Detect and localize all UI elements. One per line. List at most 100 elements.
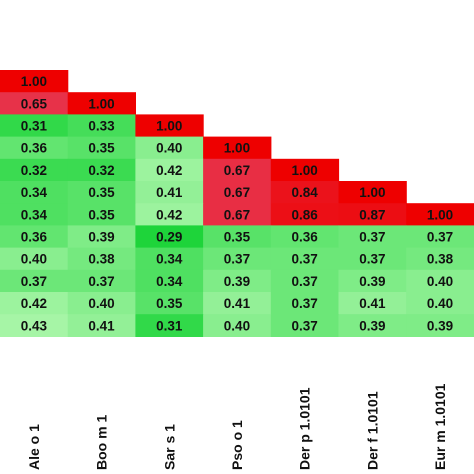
heatmap-cell-value: 0.40 [427, 274, 453, 289]
heatmap-cell-value: 0.37 [292, 274, 318, 289]
heatmap-cell-value: 0.39 [88, 230, 114, 245]
heatmap-cell [270, 247, 340, 271]
heatmap-cell-value: 0.34 [156, 274, 183, 289]
heatmap-cell-value: 0.40 [21, 252, 47, 267]
heatmap-cell [406, 292, 474, 315]
heatmap-cell [67, 203, 136, 226]
heatmap-cell-value: 0.37 [224, 252, 250, 267]
heatmap-cell [338, 314, 407, 337]
heatmap-cell-value: 0.39 [359, 318, 385, 333]
heatmap-cell [0, 158, 69, 182]
heatmap-cell-value: 0.38 [427, 252, 454, 267]
heatmap-cell [270, 181, 340, 204]
heatmap-cell [0, 70, 69, 93]
heatmap-cell [67, 292, 136, 315]
heatmap-cell [406, 225, 474, 249]
heatmap-cell [67, 225, 136, 249]
heatmap-cell-value: 0.34 [156, 252, 183, 267]
heatmap-cell-value: 0.35 [156, 296, 183, 311]
heatmap-values: 1.00 0.65 1.00 0.31 0.33 1.00 0.36 0.35 0.40 1.00… [21, 74, 454, 333]
heatmap-cell-value: 0.31 [21, 119, 48, 134]
heatmap-cell-value: 0.87 [359, 207, 385, 222]
heatmap-cell-value: 0.37 [292, 296, 318, 311]
heatmap-cell-value: 0.37 [292, 252, 318, 267]
heatmap-cell-value: 0.32 [21, 163, 47, 178]
heatmap-cell-value: 1.00 [359, 185, 385, 200]
heatmap-cell-value: 1.00 [292, 163, 318, 178]
heatmap-cell-value: 0.40 [88, 296, 114, 311]
heatmap-cell [203, 292, 272, 315]
heatmap-cell-value: 0.42 [156, 207, 182, 222]
column-label: Der f 1.0101 [364, 391, 380, 470]
heatmap-cell-value: 0.35 [88, 207, 115, 222]
heatmap-cell [135, 269, 204, 293]
column-label: Pso o 1 [229, 420, 245, 470]
heatmap-cell [203, 247, 272, 271]
heatmap-cell [0, 292, 69, 315]
heatmap-cell [135, 292, 204, 315]
heatmap-cell [406, 269, 474, 293]
heatmap-cell-value: 0.39 [359, 274, 385, 289]
heatmap-cell [338, 269, 407, 293]
heatmap-cell-value: 0.40 [427, 296, 453, 311]
heatmap-cell-value: 0.43 [21, 318, 48, 333]
heatmap-cell-value: 0.37 [292, 318, 318, 333]
heatmap-cell-value: 0.35 [88, 141, 115, 156]
heatmap-cell [0, 92, 69, 115]
heatmap-cell-value: 1.00 [427, 207, 453, 222]
heatmap-cell-value: 0.39 [427, 318, 453, 333]
heatmap-cell-value: 0.37 [427, 230, 453, 245]
heatmap-cell [0, 136, 69, 160]
heatmap-cell [135, 314, 204, 337]
column-labels: Ale o 1 Boo m 1 Sar s 1 Pso o 1 Der p 1.0101… [26, 383, 448, 470]
heatmap-cell [0, 225, 69, 249]
heatmap-cell [270, 314, 340, 337]
heatmap-cell [338, 181, 407, 204]
heatmap-cell [203, 269, 272, 293]
heatmap-cell-value: 1.00 [156, 119, 182, 134]
heatmap-cell [67, 136, 136, 160]
heatmap-cell [270, 269, 340, 293]
heatmap-cell-value: 0.35 [88, 185, 115, 200]
heatmap-cell [338, 292, 407, 315]
column-label: Sar s 1 [161, 424, 177, 470]
column-label: Eur m 1.0101 [432, 383, 448, 470]
heatmap-cell-value: 0.67 [224, 163, 250, 178]
heatmap-cell [406, 314, 474, 337]
heatmap-cell-value: 0.40 [156, 141, 182, 156]
heatmap-cell-value: 0.42 [21, 296, 47, 311]
heatmap-cell [203, 136, 272, 160]
heatmap-cell [67, 314, 136, 337]
heatmap-cell-value: 1.00 [224, 141, 250, 156]
heatmap-cell [135, 114, 204, 138]
heatmap-cell [135, 158, 204, 182]
heatmap-cell [67, 181, 136, 204]
heatmap-cell-value: 0.37 [359, 252, 385, 267]
heatmap-cell-value: 0.36 [292, 230, 319, 245]
heatmap-cell [203, 225, 272, 249]
column-label: Ale o 1 [26, 424, 42, 470]
heatmap-cell-value: 0.34 [21, 207, 48, 222]
heatmap-cell [135, 225, 204, 249]
heatmap-cell-value: 0.41 [224, 296, 251, 311]
heatmap-cell [135, 181, 204, 204]
heatmap-cell-value: 0.39 [224, 274, 250, 289]
heatmap-cells [0, 70, 474, 337]
heatmap-cell-value: 0.42 [156, 163, 182, 178]
heatmap-cell [203, 203, 272, 226]
heatmap-cell [0, 269, 69, 293]
heatmap-cell [0, 114, 69, 138]
heatmap-cell [67, 158, 136, 182]
heatmap-cell [135, 136, 204, 160]
heatmap-cell [203, 181, 272, 204]
heatmap-cell-value: 0.37 [359, 230, 385, 245]
heatmap-cell-value: 0.41 [88, 318, 115, 333]
heatmap-cell [270, 292, 340, 315]
heatmap-cell [0, 181, 69, 204]
heatmap-cell-value: 0.84 [292, 185, 319, 200]
heatmap-cell [67, 269, 136, 293]
heatmap-cell [0, 247, 69, 271]
heatmap-cell-value: 0.36 [21, 230, 48, 245]
heatmap-cell [0, 203, 69, 226]
heatmap-cell [135, 247, 204, 271]
